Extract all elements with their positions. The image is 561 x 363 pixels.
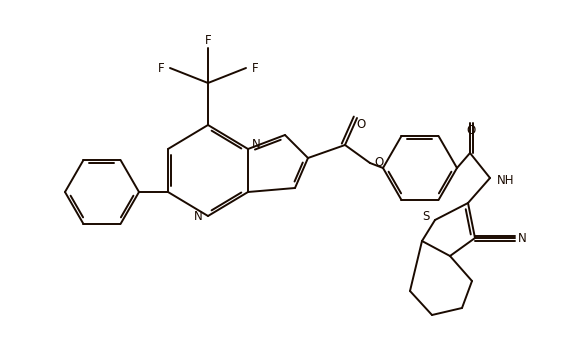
Text: F: F bbox=[205, 34, 211, 48]
Text: O: O bbox=[466, 125, 476, 138]
Text: F: F bbox=[252, 61, 258, 74]
Text: O: O bbox=[356, 118, 366, 131]
Text: N: N bbox=[194, 209, 203, 223]
Text: N: N bbox=[518, 232, 526, 245]
Text: O: O bbox=[374, 156, 384, 170]
Text: S: S bbox=[422, 211, 430, 224]
Text: NH: NH bbox=[497, 175, 514, 188]
Text: F: F bbox=[158, 61, 164, 74]
Text: N: N bbox=[252, 138, 260, 151]
